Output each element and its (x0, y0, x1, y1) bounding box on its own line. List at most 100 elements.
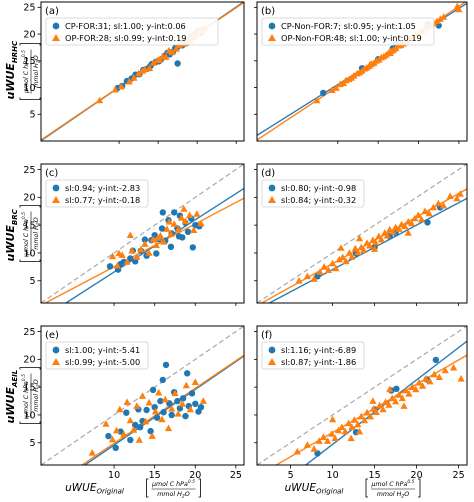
unit-exponent: 0.5 (188, 479, 195, 485)
data-point-orange (186, 405, 194, 413)
data-point-orange (197, 219, 205, 227)
data-point-orange (381, 398, 390, 405)
unit-end: O (33, 217, 40, 222)
data-point-blue (393, 385, 400, 392)
unit-exponent: 0.5 (21, 374, 27, 381)
data-point-orange (111, 85, 119, 93)
data-point-orange (162, 53, 170, 60)
x-tick-label: 10 (108, 470, 120, 481)
data-point-orange (392, 397, 400, 405)
data-point-orange (329, 259, 337, 267)
data-point-blue (168, 411, 175, 419)
data-point-orange (400, 402, 408, 409)
data-point-orange (439, 201, 448, 209)
data-point-orange (108, 435, 117, 443)
legend-entry: sl:0.80; y-int:-0.98 (281, 183, 356, 193)
data-point-blue (174, 60, 181, 67)
data-point-orange (138, 392, 147, 399)
unit-bracket-right (418, 478, 421, 498)
legend-marker-blue (268, 184, 276, 192)
data-point-orange (398, 394, 406, 402)
legend-entry: OP-Non-FOR:48; sl:1.00; y-int:0.19 (281, 33, 422, 43)
y-tick-label: 15 (23, 56, 35, 67)
legend: CP-FOR:31; sl:1.00; y-int:0.06 OP-FOR:28;… (45, 17, 219, 46)
data-point-blue (320, 89, 327, 97)
data-point-orange (342, 257, 350, 265)
data-point-orange (404, 229, 412, 236)
data-point-orange (116, 405, 124, 413)
data-point-orange (163, 225, 171, 232)
legend-entry: sl:0.84; y-int:-0.32 (281, 195, 356, 205)
data-point-orange (141, 240, 149, 247)
data-point-orange (303, 441, 311, 448)
data-point-blue (147, 427, 154, 435)
unit-bracket-right (198, 478, 201, 498)
data-point-orange (160, 238, 168, 245)
data-point-blue (159, 376, 166, 384)
data-point-blue (136, 424, 144, 431)
data-point-blue (123, 409, 130, 416)
legend-entry: sl:0.94; y-int:-2.83 (65, 183, 140, 193)
data-point-orange (412, 385, 420, 393)
x-tick-label: 20 (411, 470, 423, 481)
unit-numerator: μmol C hPa0.5 (21, 212, 30, 256)
legend-box (261, 17, 435, 46)
data-point-orange (190, 226, 198, 233)
axes-frame (40, 325, 245, 466)
data-point-orange (324, 437, 332, 444)
data-point-orange (158, 415, 166, 423)
data-point-orange (310, 275, 318, 282)
legend-marker-blue (52, 346, 60, 354)
data-point-blue (106, 263, 114, 270)
data-point-orange (379, 405, 387, 413)
unit-end: O (33, 379, 40, 384)
data-point-orange (376, 401, 384, 409)
data-point-orange (377, 235, 385, 243)
data-point-orange (319, 433, 327, 440)
unit-denominator: mmol H2O (33, 379, 42, 411)
data-point-blue (188, 390, 196, 397)
data-point-orange (385, 401, 393, 408)
y-tick-label: 20 (23, 355, 35, 366)
legend-entry: CP-Non-FOR:7; sl:0.95; y-int:1.05 (281, 21, 416, 31)
data-point-orange (123, 258, 131, 265)
data-point-orange (386, 49, 394, 57)
data-point-orange (332, 84, 340, 91)
data-point-orange (350, 72, 358, 79)
data-point-orange (191, 378, 199, 385)
plot-content (257, 326, 467, 465)
y-axis-label-main: uWUEAEIL (4, 370, 19, 424)
data-point-orange (152, 241, 160, 248)
data-point-blue (153, 414, 161, 421)
data-point-orange (345, 419, 353, 427)
unit-numerator: μmol C hPa0.5 (371, 479, 415, 488)
data-point-orange (320, 263, 328, 270)
data-point-orange (369, 397, 377, 404)
data-point-blue (153, 250, 160, 257)
panel-label: (e) (45, 330, 59, 341)
unit-end: O (33, 55, 40, 60)
one-to-one-line (257, 164, 467, 303)
legend-box (45, 179, 149, 208)
x-axis-label-sub: Original (96, 488, 123, 496)
data-point-orange (405, 390, 413, 397)
data-point-orange (170, 220, 178, 227)
x-tick-label: 20 (189, 470, 201, 481)
legend-marker-blue (52, 22, 60, 30)
axes-frame (256, 1, 468, 142)
data-point-orange (383, 231, 391, 239)
data-point-orange (348, 423, 356, 430)
unit-bracket-left (19, 421, 41, 424)
data-point-orange (363, 408, 371, 416)
data-point-orange (408, 219, 416, 227)
data-point-orange (182, 381, 190, 389)
legend-entry: sl:0.87; y-int:-1.86 (281, 357, 356, 367)
data-point-orange (455, 5, 463, 13)
data-point-orange (415, 378, 423, 386)
data-point-orange (186, 211, 194, 218)
data-point-orange (118, 251, 126, 258)
data-point-orange (154, 234, 162, 241)
legend: sl:1.00; y-int:-5.41 sl:0.99; y-int:-5.00 (45, 341, 149, 370)
data-point-orange (108, 252, 117, 260)
fit-line-blue (267, 197, 467, 303)
